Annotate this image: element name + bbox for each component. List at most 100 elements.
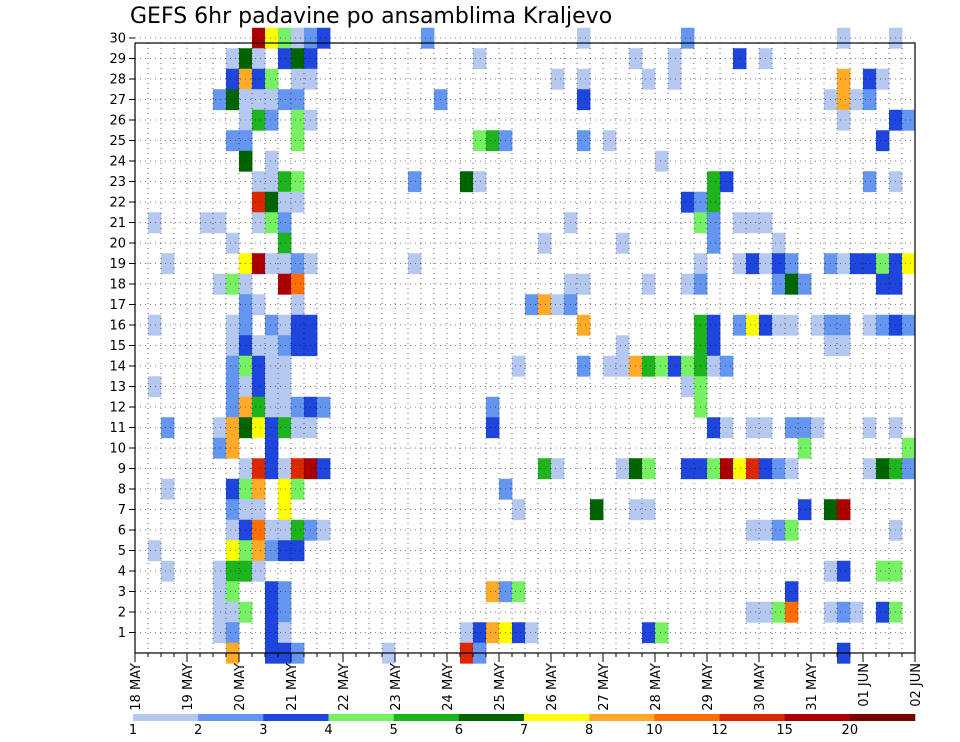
heatmap-cell — [278, 273, 292, 295]
heatmap-cell — [252, 417, 266, 439]
heatmap-cell — [811, 417, 825, 439]
heatmap-cell — [148, 314, 162, 336]
heatmap-cell — [668, 355, 682, 377]
heatmap-cell — [525, 622, 539, 644]
heatmap-cell — [876, 130, 890, 152]
heatmap-cell — [850, 253, 864, 275]
heatmap-cell — [798, 499, 812, 521]
heatmap-cell — [226, 48, 240, 70]
heatmap-cell — [538, 458, 552, 480]
heatmap-cell — [226, 89, 240, 111]
y-tick-label: 21 — [109, 216, 126, 231]
heatmap-cell — [876, 253, 890, 275]
y-tick-label: 20 — [109, 237, 126, 252]
heatmap-cell — [265, 417, 279, 439]
heatmap-cell — [265, 191, 279, 213]
heatmap-cell — [278, 253, 292, 275]
heatmap-cell — [746, 417, 760, 439]
heatmap-cell — [772, 519, 786, 541]
heatmap-cell — [746, 458, 760, 480]
heatmap-cell — [317, 458, 331, 480]
heatmap-cell — [265, 68, 279, 90]
legend-swatch — [133, 714, 199, 721]
heatmap-cell — [291, 89, 305, 111]
heatmap-cell — [291, 68, 305, 90]
x-tick-label: 27 MAY — [597, 663, 612, 711]
legend-swatch — [654, 714, 720, 721]
heatmap-cell — [577, 273, 591, 295]
heatmap-cell — [278, 171, 292, 193]
heatmap-cell — [538, 232, 552, 254]
y-tick-label: 7 — [118, 503, 126, 518]
heatmap-cell — [291, 478, 305, 500]
heatmap-cell — [785, 601, 799, 623]
y-tick-label: 19 — [109, 257, 126, 272]
heatmap-cell — [746, 601, 760, 623]
heatmap-cell — [655, 150, 669, 172]
heatmap-cell — [291, 519, 305, 541]
heatmap-cell — [226, 540, 240, 562]
heatmap-cell — [616, 335, 630, 357]
heatmap-cell — [785, 581, 799, 603]
y-tick-label: 17 — [109, 298, 126, 313]
heatmap-cell — [772, 253, 786, 275]
heatmap-cell — [746, 253, 760, 275]
y-tick-label: 16 — [109, 319, 126, 334]
y-tick-label: 22 — [109, 196, 126, 211]
heatmap-cell — [252, 376, 266, 398]
heatmap-cell — [252, 253, 266, 275]
heatmap-cell — [161, 560, 175, 582]
heatmap-cell — [265, 150, 279, 172]
heatmap-cell — [681, 191, 695, 213]
heatmap-cell — [161, 478, 175, 500]
y-tick-label: 24 — [109, 155, 126, 170]
heatmap-cell — [226, 355, 240, 377]
heatmap-cell — [720, 417, 734, 439]
heatmap-cell — [876, 273, 890, 295]
heatmap-cell — [811, 314, 825, 336]
heatmap-cell — [252, 499, 266, 521]
heatmap-cell — [265, 601, 279, 623]
axes-layer: 1234567891011121314151617181920212223242… — [109, 32, 924, 711]
heatmap-cell — [590, 499, 604, 521]
heatmap-cell — [252, 68, 266, 90]
y-tick-label: 10 — [109, 442, 126, 457]
x-tick-label: 24 MAY — [441, 663, 456, 711]
heatmap-cell — [785, 519, 799, 541]
heatmap-cell — [603, 355, 617, 377]
y-tick-label: 13 — [109, 380, 126, 395]
heatmap-cell — [226, 273, 240, 295]
heatmap-cell — [408, 171, 422, 193]
heatmap-cell — [707, 212, 721, 234]
heatmap-cell — [291, 253, 305, 275]
heatmap-cell — [226, 396, 240, 418]
heatmap-cell — [733, 458, 747, 480]
y-tick-label: 2 — [118, 606, 126, 621]
heatmap-cell — [226, 560, 240, 582]
heatmap-cell — [603, 130, 617, 152]
heatmap-cell — [291, 314, 305, 336]
heatmap-cell — [473, 130, 487, 152]
heatmap-cell — [577, 355, 591, 377]
heatmap-cell — [577, 68, 591, 90]
heatmap-cell — [681, 27, 695, 49]
y-tick-label: 12 — [109, 401, 126, 416]
heatmap-cell — [226, 622, 240, 644]
heatmap-cell — [551, 458, 565, 480]
heatmap-cell — [863, 68, 877, 90]
heatmap-cell — [876, 458, 890, 480]
legend-label: 8 — [585, 723, 593, 738]
legend-label: 4 — [324, 723, 332, 738]
heatmap-cell — [226, 519, 240, 541]
heatmap-cell — [876, 601, 890, 623]
heatmap-cell — [148, 540, 162, 562]
heatmap-cell — [213, 601, 227, 623]
heatmap-cell — [213, 437, 227, 459]
heatmap-cell — [772, 232, 786, 254]
y-tick-label: 25 — [109, 134, 126, 149]
heatmap-cell — [837, 560, 851, 582]
heatmap-cell — [226, 581, 240, 603]
x-tick-label: 31 MAY — [805, 663, 820, 711]
heatmap-cell — [863, 253, 877, 275]
heatmap-cell — [720, 171, 734, 193]
